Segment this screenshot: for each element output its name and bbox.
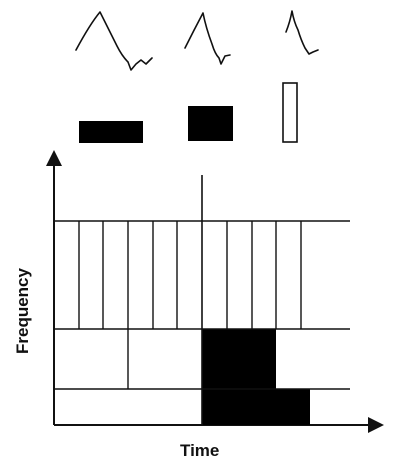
waveform-1 bbox=[75, 11, 153, 71]
waveform-2 bbox=[184, 12, 231, 65]
wide-window-bar bbox=[79, 121, 143, 143]
waveform-3 bbox=[285, 10, 319, 55]
y-axis-arrowhead bbox=[46, 150, 62, 166]
narrow-window-bar bbox=[282, 82, 298, 143]
x-axis-arrowhead bbox=[368, 417, 384, 433]
highlighted-cells bbox=[202, 329, 310, 425]
y-axis-label: Frequency bbox=[13, 268, 32, 354]
medium-window-bar bbox=[188, 106, 233, 141]
waveforms bbox=[75, 10, 319, 71]
window-bars bbox=[79, 82, 298, 143]
highlighted-cell-lower bbox=[202, 389, 310, 425]
x-axis-label: Time bbox=[180, 441, 220, 460]
